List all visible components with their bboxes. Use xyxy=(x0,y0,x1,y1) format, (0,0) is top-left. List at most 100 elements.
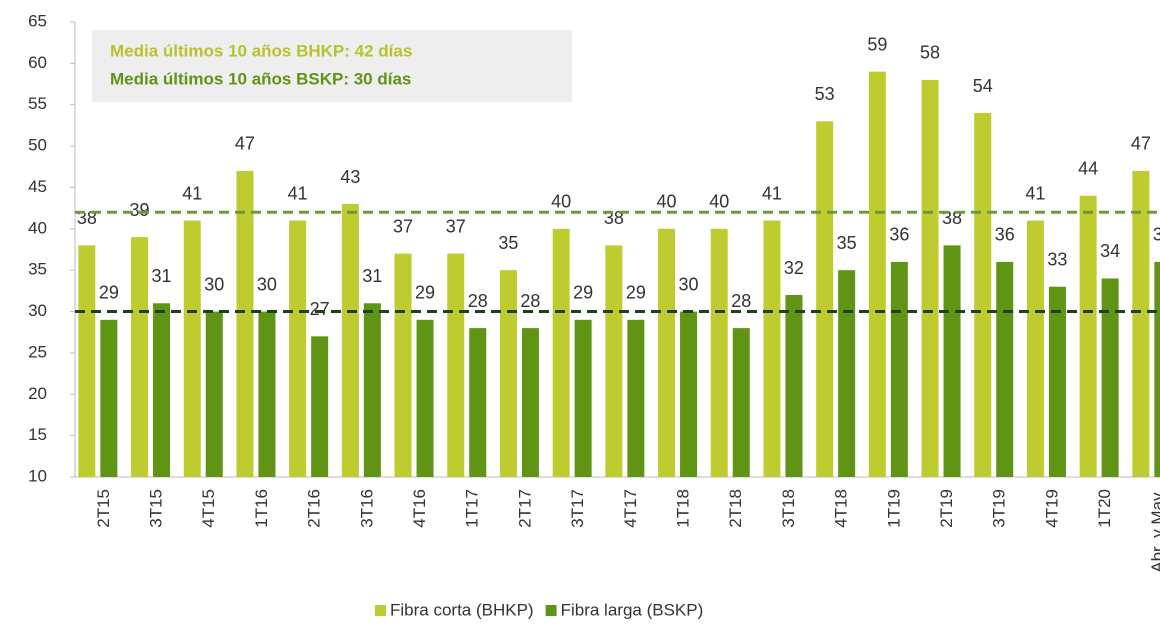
y-tick-label: 50 xyxy=(28,136,47,155)
bar xyxy=(785,295,803,477)
value-label: 40 xyxy=(551,192,571,212)
value-label: 59 xyxy=(867,34,887,54)
value-label: 30 xyxy=(257,274,277,294)
bar xyxy=(890,261,908,477)
value-label: 27 xyxy=(310,299,330,319)
value-label: 36 xyxy=(1153,225,1160,245)
y-tick-label: 35 xyxy=(28,260,47,279)
bar xyxy=(153,303,171,477)
bar xyxy=(627,319,645,477)
x-tick-label: 1T20 xyxy=(1095,489,1114,528)
value-label: 31 xyxy=(362,266,382,286)
y-tick-label: 60 xyxy=(28,53,47,72)
x-tick-label: 4T15 xyxy=(199,489,218,528)
legend-swatch xyxy=(545,605,557,616)
bar xyxy=(974,113,992,477)
value-label: 35 xyxy=(498,233,518,253)
x-tick-label: 1T16 xyxy=(252,489,271,528)
y-tick-label: 40 xyxy=(28,218,47,237)
x-tick-label: 3T19 xyxy=(990,489,1009,528)
bar xyxy=(311,336,329,477)
bar xyxy=(816,121,834,477)
legend-label: Fibra corta (BHKP) xyxy=(390,600,534,619)
x-tick-label: 2T18 xyxy=(726,489,745,528)
bar xyxy=(658,228,676,477)
value-label: 40 xyxy=(709,192,729,212)
bar xyxy=(205,311,223,477)
bar xyxy=(1101,278,1119,477)
x-tick-label: 3T17 xyxy=(568,489,587,528)
bar xyxy=(131,237,149,477)
x-tick-label: 3T18 xyxy=(779,489,798,528)
bar xyxy=(341,204,359,477)
value-label: 58 xyxy=(920,43,940,63)
x-tick-label: 2T15 xyxy=(94,489,113,528)
bar xyxy=(1154,261,1160,477)
x-tick-label: 4T17 xyxy=(621,489,640,528)
bar xyxy=(996,261,1014,477)
bar xyxy=(394,253,412,477)
annotation: Media últimos 10 años BSKP: 30 días xyxy=(110,69,411,88)
value-label: 53 xyxy=(815,84,835,104)
bar xyxy=(1026,220,1044,477)
bar xyxy=(763,220,781,477)
value-label: 36 xyxy=(889,225,909,245)
bar xyxy=(416,319,434,477)
value-label: 44 xyxy=(1078,158,1098,178)
value-label: 29 xyxy=(99,283,119,303)
bar xyxy=(236,170,254,477)
value-label: 47 xyxy=(235,134,255,154)
value-label: 41 xyxy=(1025,183,1045,203)
value-label: 28 xyxy=(731,291,751,311)
annotation-box xyxy=(92,30,572,102)
value-label: 35 xyxy=(837,233,857,253)
legend-label: Fibra larga (BSKP) xyxy=(561,600,704,619)
y-tick-label: 45 xyxy=(28,177,47,196)
x-tick-label: 2T16 xyxy=(305,489,324,528)
bar xyxy=(78,245,96,477)
bar xyxy=(838,270,856,477)
y-tick-label: 25 xyxy=(28,342,47,361)
y-tick-label: 20 xyxy=(28,384,47,403)
value-label: 41 xyxy=(182,183,202,203)
bar xyxy=(605,245,623,477)
bar xyxy=(710,228,728,477)
x-tick-label: Abr. y May. xyxy=(1148,489,1160,573)
bar xyxy=(183,220,201,477)
y-tick-label: 55 xyxy=(28,94,47,113)
bar xyxy=(469,328,487,477)
y-tick-label: 65 xyxy=(28,11,47,30)
bar xyxy=(921,79,939,477)
bar xyxy=(521,328,539,477)
value-label: 54 xyxy=(973,76,993,96)
bar xyxy=(289,220,307,477)
value-label: 43 xyxy=(340,167,360,187)
value-label: 30 xyxy=(204,274,224,294)
y-tick-label: 30 xyxy=(28,301,47,320)
value-label: 32 xyxy=(784,258,804,278)
x-tick-label: 3T15 xyxy=(147,489,166,528)
bar xyxy=(552,228,570,477)
y-tick-label: 15 xyxy=(28,425,47,444)
value-label: 40 xyxy=(657,192,677,212)
bar xyxy=(1079,195,1097,477)
value-label: 37 xyxy=(393,216,413,236)
x-tick-label: 1T19 xyxy=(884,489,903,528)
x-tick-label: 4T18 xyxy=(832,489,851,528)
value-label: 31 xyxy=(152,266,172,286)
bar xyxy=(100,319,118,477)
x-tick-label: 2T17 xyxy=(515,489,534,528)
value-label: 47 xyxy=(1131,134,1151,154)
value-label: 41 xyxy=(762,183,782,203)
value-label: 28 xyxy=(520,291,540,311)
value-label: 39 xyxy=(130,200,150,220)
x-tick-label: 2T19 xyxy=(937,489,956,528)
x-tick-label: 1T17 xyxy=(463,489,482,528)
value-label: 28 xyxy=(468,291,488,311)
x-tick-label: 4T16 xyxy=(410,489,429,528)
value-label: 29 xyxy=(626,283,646,303)
bar xyxy=(943,245,961,477)
y-tick-label: 10 xyxy=(28,466,47,485)
value-label: 29 xyxy=(573,283,593,303)
